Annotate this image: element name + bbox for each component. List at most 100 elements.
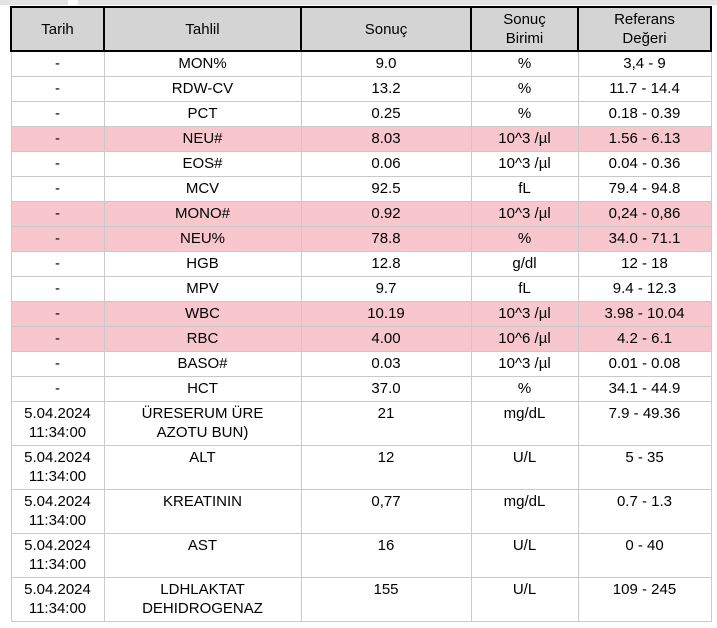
cell-reference: 79.4 - 94.8 bbox=[577, 176, 712, 202]
cell-date: - bbox=[10, 226, 105, 252]
cell-unit: U/L bbox=[470, 533, 579, 578]
cell-unit: % bbox=[470, 50, 579, 77]
table-body: - MON% 9.0 % 3,4 - 9 - RDW-CV 13.2 % 11.… bbox=[10, 50, 712, 622]
cell-date: - bbox=[10, 176, 105, 202]
cell-test: BASO# bbox=[103, 351, 302, 377]
cell-test: LDHLAKTAT DEHIDROGENAZ bbox=[103, 577, 302, 622]
cell-date: - bbox=[10, 151, 105, 177]
table-row: - EOS# 0.06 10^3 /µl 0.04 - 0.36 bbox=[10, 151, 712, 177]
cell-test: NEU# bbox=[103, 126, 302, 152]
table-row: - MPV 9.7 fL 9.4 - 12.3 bbox=[10, 276, 712, 302]
cell-unit: U/L bbox=[470, 445, 579, 490]
cell-test: RDW-CV bbox=[103, 76, 302, 102]
table-row: 5.04.2024 11:34:00 ALT 12 U/L 5 - 35 bbox=[10, 445, 712, 490]
table-row: - NEU% 78.8 % 34.0 - 71.1 bbox=[10, 226, 712, 252]
cell-result: 0,77 bbox=[300, 489, 472, 534]
column-header-reference: Referans Değeri bbox=[577, 6, 712, 52]
cell-result: 37.0 bbox=[300, 376, 472, 402]
cell-result: 12.8 bbox=[300, 251, 472, 277]
cell-reference: 4.2 - 6.1 bbox=[577, 326, 712, 352]
cell-result: 0.03 bbox=[300, 351, 472, 377]
table-row: - WBC 10.19 10^3 /µl 3.98 - 10.04 bbox=[10, 301, 712, 327]
cell-date: - bbox=[10, 50, 105, 77]
cell-result: 12 bbox=[300, 445, 472, 490]
cell-reference: 34.0 - 71.1 bbox=[577, 226, 712, 252]
cell-test: WBC bbox=[103, 301, 302, 327]
table-row: - BASO# 0.03 10^3 /µl 0.01 - 0.08 bbox=[10, 351, 712, 377]
cell-test: ÜRESERUM ÜRE AZOTU BUN) bbox=[103, 401, 302, 446]
cell-reference: 11.7 - 14.4 bbox=[577, 76, 712, 102]
cell-result: 8.03 bbox=[300, 126, 472, 152]
cell-result: 13.2 bbox=[300, 76, 472, 102]
table-row: 5.04.2024 11:34:00 KREATININ 0,77 mg/dL … bbox=[10, 489, 712, 534]
header-row: Tarih Tahlil Sonuç Sonuç Birimi Referans… bbox=[10, 6, 712, 52]
cell-result: 9.7 bbox=[300, 276, 472, 302]
cell-reference: 34.1 - 44.9 bbox=[577, 376, 712, 402]
cell-date: - bbox=[10, 301, 105, 327]
cell-unit: % bbox=[470, 226, 579, 252]
cell-result: 92.5 bbox=[300, 176, 472, 202]
cell-unit: mg/dL bbox=[470, 489, 579, 534]
cell-result: 21 bbox=[300, 401, 472, 446]
cell-date: - bbox=[10, 251, 105, 277]
cell-test: RBC bbox=[103, 326, 302, 352]
cell-reference: 0.01 - 0.08 bbox=[577, 351, 712, 377]
cell-test: HGB bbox=[103, 251, 302, 277]
cell-date: - bbox=[10, 201, 105, 227]
cell-unit: 10^6 /µl bbox=[470, 326, 579, 352]
cell-date: 5.04.2024 11:34:00 bbox=[10, 445, 105, 490]
cell-result: 9.0 bbox=[300, 50, 472, 77]
cell-date: - bbox=[10, 101, 105, 127]
cell-reference: 0.7 - 1.3 bbox=[577, 489, 712, 534]
table-header: Tarih Tahlil Sonuç Sonuç Birimi Referans… bbox=[10, 6, 712, 52]
cell-reference: 9.4 - 12.3 bbox=[577, 276, 712, 302]
cell-reference: 1.56 - 6.13 bbox=[577, 126, 712, 152]
cell-test: KREATININ bbox=[103, 489, 302, 534]
table-row: - PCT 0.25 % 0.18 - 0.39 bbox=[10, 101, 712, 127]
cell-unit: % bbox=[470, 376, 579, 402]
cell-result: 0.92 bbox=[300, 201, 472, 227]
cell-date: - bbox=[10, 276, 105, 302]
table-row: - NEU# 8.03 10^3 /µl 1.56 - 6.13 bbox=[10, 126, 712, 152]
cell-unit: 10^3 /µl bbox=[470, 201, 579, 227]
cell-unit: 10^3 /µl bbox=[470, 126, 579, 152]
cell-unit: fL bbox=[470, 176, 579, 202]
cell-result: 155 bbox=[300, 577, 472, 622]
column-header-date: Tarih bbox=[10, 6, 105, 52]
cell-unit: fL bbox=[470, 276, 579, 302]
cell-unit: % bbox=[470, 101, 579, 127]
cell-test: MON% bbox=[103, 50, 302, 77]
cell-unit: 10^3 /µl bbox=[470, 151, 579, 177]
cell-reference: 0 - 40 bbox=[577, 533, 712, 578]
cell-test: ALT bbox=[103, 445, 302, 490]
cell-date: 5.04.2024 11:34:00 bbox=[10, 533, 105, 578]
cell-result: 16 bbox=[300, 533, 472, 578]
cell-test: HCT bbox=[103, 376, 302, 402]
cell-date: - bbox=[10, 76, 105, 102]
table-row: - MON% 9.0 % 3,4 - 9 bbox=[10, 50, 712, 77]
table-row: - HCT 37.0 % 34.1 - 44.9 bbox=[10, 376, 712, 402]
cell-unit: 10^3 /µl bbox=[470, 301, 579, 327]
cell-reference: 0.18 - 0.39 bbox=[577, 101, 712, 127]
cell-date: - bbox=[10, 326, 105, 352]
cell-test: AST bbox=[103, 533, 302, 578]
table-row: - RDW-CV 13.2 % 11.7 - 14.4 bbox=[10, 76, 712, 102]
cell-unit: U/L bbox=[470, 577, 579, 622]
top-edge-notch bbox=[68, 0, 78, 5]
column-header-result: Sonuç bbox=[300, 6, 472, 52]
table-row: - RBC 4.00 10^6 /µl 4.2 - 6.1 bbox=[10, 326, 712, 352]
column-header-test: Tahlil bbox=[103, 6, 302, 52]
cell-reference: 7.9 - 49.36 bbox=[577, 401, 712, 446]
cell-test: MCV bbox=[103, 176, 302, 202]
cell-date: 5.04.2024 11:34:00 bbox=[10, 401, 105, 446]
cell-result: 78.8 bbox=[300, 226, 472, 252]
cell-reference: 0,24 - 0,86 bbox=[577, 201, 712, 227]
cell-date: - bbox=[10, 376, 105, 402]
cell-result: 0.06 bbox=[300, 151, 472, 177]
column-header-unit: Sonuç Birimi bbox=[470, 6, 579, 52]
cell-reference: 0.04 - 0.36 bbox=[577, 151, 712, 177]
lab-results-table: Tarih Tahlil Sonuç Sonuç Birimi Referans… bbox=[10, 6, 712, 622]
cell-unit: g/dl bbox=[470, 251, 579, 277]
table-row: - MCV 92.5 fL 79.4 - 94.8 bbox=[10, 176, 712, 202]
cell-reference: 12 - 18 bbox=[577, 251, 712, 277]
